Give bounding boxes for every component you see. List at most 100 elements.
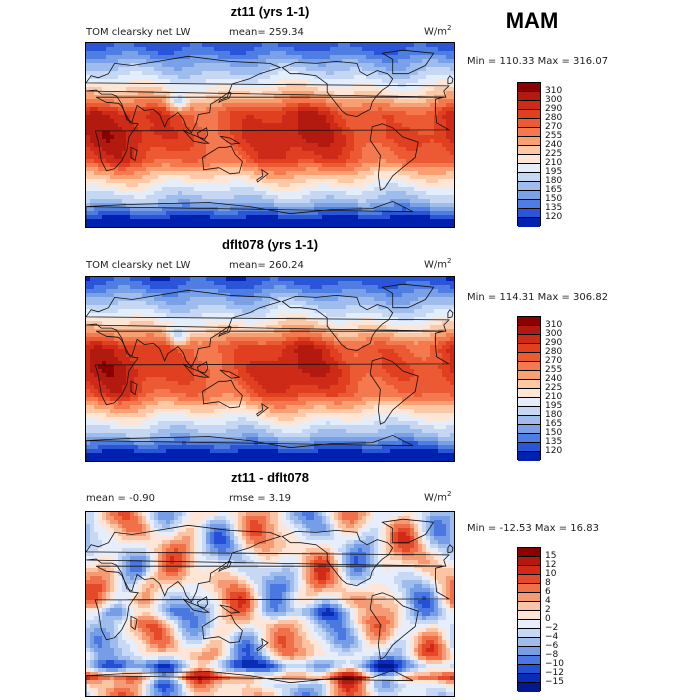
colorbar-swatch xyxy=(518,566,540,575)
colorbar-swatch xyxy=(518,548,540,557)
colorbar-swatch xyxy=(518,452,540,461)
colorbar-swatch xyxy=(518,380,540,389)
colorbar-swatch xyxy=(518,146,540,155)
colorbar-label: 240 xyxy=(545,374,563,384)
panel1-mean: mean= 259.34 xyxy=(229,27,304,38)
colorbar-label: 12 xyxy=(545,560,557,570)
colorbar-label: 310 xyxy=(545,320,563,330)
colorbar-swatch xyxy=(518,83,540,92)
contour-map xyxy=(86,277,454,461)
colorbar-swatch xyxy=(518,335,540,344)
panel3-units: W/m2 xyxy=(424,490,452,504)
colorbar-label: −15 xyxy=(545,677,564,687)
colorbar-label: −12 xyxy=(545,668,564,678)
colorbar-label: 310 xyxy=(545,86,563,96)
colorbar-label: −4 xyxy=(545,632,559,642)
colorbar-label: 8 xyxy=(545,578,551,588)
colorbar-swatch xyxy=(518,353,540,362)
panel3-rmse: rmse = 3.19 xyxy=(229,493,292,504)
colorbar-label: 165 xyxy=(545,419,563,429)
colorbar-swatch xyxy=(518,137,540,146)
colorbar-label: 10 xyxy=(545,569,557,579)
colorbar-label: 240 xyxy=(545,140,563,150)
colorbar-label: 290 xyxy=(545,104,563,114)
colorbar-label: 135 xyxy=(545,437,563,447)
panel1-variable: TOM clearsky net LW xyxy=(86,27,191,38)
colorbar-label: 6 xyxy=(545,587,551,597)
colorbar-label: 150 xyxy=(545,194,563,204)
colorbar-label: −10 xyxy=(545,659,564,669)
colorbar-label: 195 xyxy=(545,401,563,411)
panel2-units: W/m2 xyxy=(424,257,452,271)
panel3-mean: mean = -0.90 xyxy=(86,493,155,504)
colorbar-label: 180 xyxy=(545,410,563,420)
colorbar-label: 210 xyxy=(545,392,563,402)
colorbar-swatch xyxy=(518,182,540,191)
colorbar-swatch xyxy=(518,443,540,452)
panel1-minmax: Min = 110.33 Max = 316.07 xyxy=(467,56,609,67)
colorbar-label: 180 xyxy=(545,176,563,186)
colorbar-swatch xyxy=(518,362,540,371)
colorbar-swatch xyxy=(518,119,540,128)
colorbar-swatch xyxy=(518,317,540,326)
panel2-mean: mean= 260.24 xyxy=(229,260,304,271)
colorbar-swatch xyxy=(518,584,540,593)
panel2-minmax: Min = 114.31 Max = 306.82 xyxy=(467,292,609,303)
colorbar-swatch xyxy=(518,389,540,398)
colorbar-label: −2 xyxy=(545,623,559,633)
colorbar-label: 4 xyxy=(545,596,551,606)
colorbar-swatch xyxy=(518,425,540,434)
colorbar-label: 255 xyxy=(545,365,563,375)
colorbar-label: 280 xyxy=(545,113,563,123)
colorbar-label: −6 xyxy=(545,641,559,651)
colorbar-swatch xyxy=(518,371,540,380)
colorbar-swatch xyxy=(518,209,540,218)
colorbar-label: 300 xyxy=(545,95,563,105)
colorbar-label: 300 xyxy=(545,329,563,339)
colorbar-label: 135 xyxy=(545,203,563,213)
colorbar-label: 150 xyxy=(545,428,563,438)
colorbar-swatch xyxy=(518,434,540,443)
colorbar-label: 165 xyxy=(545,185,563,195)
colorbar-label: 2 xyxy=(545,605,551,615)
colorbar-swatch xyxy=(518,674,540,683)
panel1-title: zt11 (yrs 1-1) xyxy=(230,4,310,19)
colorbar-label: 270 xyxy=(545,122,563,132)
colorbar-swatch xyxy=(518,683,540,692)
colorbar-label: 255 xyxy=(545,131,563,141)
panel2-colorbar: 310 300 290 280 270 255 240 225 210 195 180 165 150 1… xyxy=(517,316,562,461)
colorbar-swatch xyxy=(518,110,540,119)
contour-map xyxy=(86,43,454,227)
colorbar-label: 120 xyxy=(545,212,563,222)
colorbar-swatch xyxy=(518,92,540,101)
contour-field xyxy=(86,277,454,461)
colorbar-label: −8 xyxy=(545,650,559,660)
panel2-variable: TOM clearsky net LW xyxy=(86,260,191,271)
colorbar-swatches xyxy=(517,316,541,461)
coastlines xyxy=(86,283,454,461)
colorbar-swatch xyxy=(518,665,540,674)
colorbar-label: 225 xyxy=(545,149,563,159)
colorbar-swatch xyxy=(518,173,540,182)
colorbar-swatch xyxy=(518,128,540,137)
colorbar-swatch xyxy=(518,557,540,566)
colorbar-label: 270 xyxy=(545,356,563,366)
colorbar-swatch xyxy=(518,326,540,335)
colorbar-swatch xyxy=(518,620,540,629)
colorbar-swatch xyxy=(518,398,540,407)
colorbar-swatches xyxy=(517,82,541,227)
coastlines xyxy=(86,518,454,696)
colorbar-swatch xyxy=(518,155,540,164)
colorbar-label: 280 xyxy=(545,347,563,357)
season-label: MAM xyxy=(505,8,559,33)
colorbar-swatch xyxy=(518,218,540,227)
colorbar-swatch xyxy=(518,593,540,602)
panel3-title: zt11 - dflt078 xyxy=(230,470,310,485)
colorbar-swatch xyxy=(518,629,540,638)
colorbar-swatch xyxy=(518,200,540,209)
panel3-map xyxy=(85,511,455,697)
colorbar-swatch xyxy=(518,575,540,584)
colorbar-swatch xyxy=(518,647,540,656)
panel1-map xyxy=(85,42,455,228)
colorbar-swatch xyxy=(518,101,540,110)
